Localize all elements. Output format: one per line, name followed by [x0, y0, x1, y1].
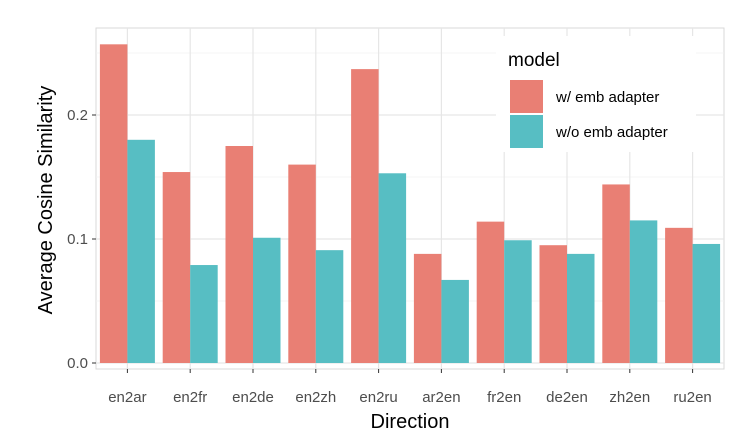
bar-en2ru-w-emb-adapter [351, 69, 379, 364]
bar-ru2en-w-emb-adapter [665, 227, 693, 363]
y-tick-label: 0.1 [67, 231, 88, 248]
legend-label-wo-emb-adapter: w/o emb adapter [555, 124, 668, 141]
bar-de2en-wo-emb-adapter [567, 253, 595, 363]
bar-fr2en-w-emb-adapter [476, 221, 505, 363]
x-tick-label-fr2en: fr2en [487, 389, 521, 406]
y-axis-title: Average Cosine Similarity [35, 86, 57, 315]
legend-title: model [508, 50, 560, 71]
bar-fr2en-wo-emb-adapter [504, 240, 532, 363]
x-axis-title: Direction [371, 411, 450, 433]
x-tick-label-en2de: en2de [232, 389, 274, 406]
y-tick-label: 0.2 [67, 107, 88, 124]
x-tick-label-en2ar: en2ar [108, 389, 146, 406]
bar-en2fr-w-emb-adapter [162, 172, 191, 363]
x-tick-label-en2zh: en2zh [295, 389, 336, 406]
y-axis-ticks: 0.0 0.1 0.2 [67, 107, 96, 372]
bar-ar2en-w-emb-adapter [413, 253, 442, 363]
bar-ru2en-wo-emb-adapter [692, 243, 721, 363]
x-tick-label-zh2en: zh2en [609, 389, 650, 406]
legend-label-w-emb-adapter: w/ emb adapter [555, 89, 659, 106]
y-tick-label: 0.0 [67, 355, 88, 372]
bar-en2ar-w-emb-adapter [99, 44, 128, 363]
legend: model w/ emb adapter w/o emb adapter [496, 36, 696, 152]
legend-key-w-emb-adapter [510, 80, 543, 113]
x-tick-label-de2en: de2en [546, 389, 588, 406]
bar-de2en-w-emb-adapter [539, 245, 567, 363]
bars [99, 44, 721, 364]
x-tick-label-ru2en: ru2en [673, 389, 711, 406]
legend-key-wo-emb-adapter [510, 115, 543, 148]
x-tick-label-en2ru: en2ru [359, 389, 397, 406]
bar-en2zh-wo-emb-adapter [315, 250, 344, 363]
bar-en2ru-wo-emb-adapter [378, 173, 407, 363]
bar-en2de-wo-emb-adapter [253, 237, 281, 363]
bar-en2de-w-emb-adapter [225, 146, 253, 363]
x-tick-label-ar2en: ar2en [422, 389, 460, 406]
bar-en2ar-wo-emb-adapter [127, 139, 155, 363]
bar-zh2en-wo-emb-adapter [629, 220, 658, 363]
bar-zh2en-w-emb-adapter [602, 184, 630, 363]
bar-en2zh-w-emb-adapter [288, 164, 316, 363]
bar-en2fr-wo-emb-adapter [190, 265, 218, 363]
bar-ar2en-wo-emb-adapter [441, 279, 469, 363]
x-tick-label-en2fr: en2fr [173, 389, 207, 406]
x-axis-ticks: en2ar en2fr en2de en2zh en2ru ar2en fr2en de2en… [108, 369, 712, 406]
